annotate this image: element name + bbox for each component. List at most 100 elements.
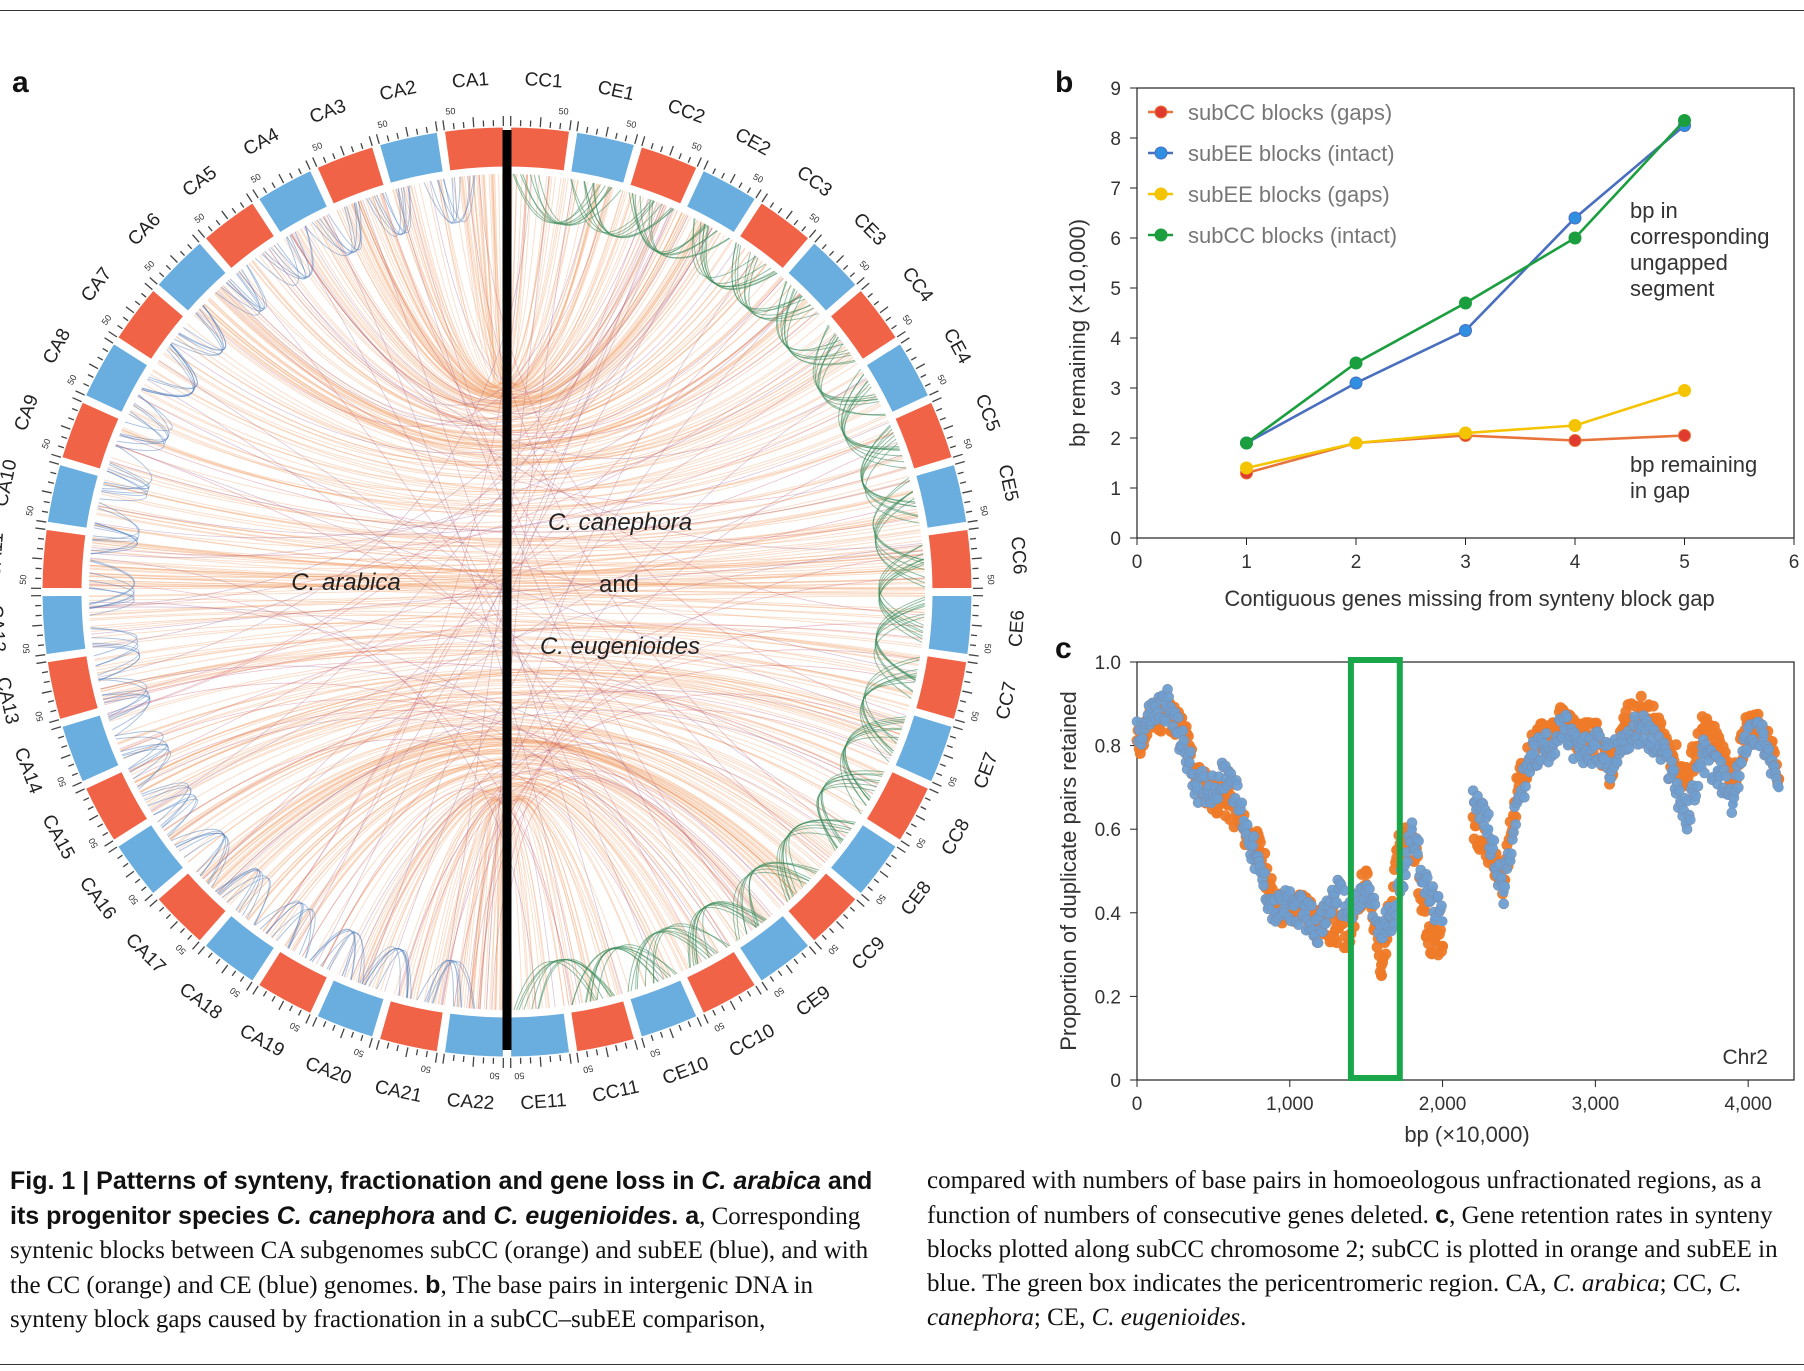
chart-c-point — [1773, 782, 1784, 793]
chart-c-point — [1427, 923, 1439, 935]
chart-c-point — [1350, 890, 1362, 902]
chromosome-tick-label: 50 — [514, 1070, 525, 1081]
chart-c-point — [1727, 799, 1738, 810]
chart-c-point — [1237, 819, 1249, 831]
chart-c-point — [1763, 743, 1775, 755]
chromosome-tick — [108, 330, 118, 338]
chromosome-tick — [442, 120, 445, 131]
chart-c-point — [1681, 824, 1693, 835]
chromosome-tick — [215, 958, 221, 965]
chart-c-point — [1271, 907, 1283, 919]
chart-b-point — [1240, 436, 1253, 450]
chart-c-point — [1367, 910, 1379, 922]
chart-c-point — [1759, 749, 1770, 761]
chart-c-point — [1420, 931, 1432, 943]
chart-c-point — [1588, 717, 1600, 729]
chart-c-point — [1153, 691, 1165, 703]
chart-c-point — [1257, 874, 1268, 886]
chromosome-tick — [245, 193, 253, 203]
chart-c-point — [1199, 766, 1211, 778]
chart-b-series-line — [1245, 124, 1686, 445]
chromosome-tick — [952, 726, 963, 731]
chart-c-point — [1677, 775, 1689, 787]
chromosome-tick — [36, 547, 44, 550]
chart-c-point — [1695, 761, 1707, 772]
chart-c-point — [1232, 780, 1243, 791]
chart-c-point — [1754, 740, 1766, 752]
synteny-link — [782, 820, 855, 898]
synteny-link — [443, 177, 457, 224]
chart-c-point — [1757, 719, 1768, 731]
chromosome-tick — [624, 135, 628, 142]
synteny-link — [284, 763, 757, 947]
chart-c-point — [1274, 888, 1286, 900]
chromosome-tick — [957, 471, 964, 475]
synteny-link — [471, 800, 502, 1010]
chart-c-point — [1168, 701, 1180, 713]
chart-c-point — [1325, 930, 1337, 942]
synteny-link — [198, 276, 783, 444]
chart-c-point — [1189, 762, 1201, 774]
synteny-link — [413, 176, 551, 387]
chart-c-point — [1643, 743, 1655, 755]
chart-c-point — [1488, 835, 1500, 846]
synteny-link — [157, 690, 888, 823]
synteny-link — [212, 740, 801, 890]
synteny-link — [247, 749, 796, 921]
chromosome-tick — [836, 921, 845, 930]
chart-c-point — [1699, 767, 1710, 779]
synteny-link — [286, 215, 689, 410]
chart-c-point — [1284, 907, 1296, 919]
chart-c-point — [1650, 716, 1662, 728]
chart-c-point — [1712, 778, 1723, 790]
chromosome-tick — [814, 234, 823, 243]
chart-c-point — [1562, 709, 1574, 721]
chromosome-tick — [102, 347, 109, 353]
chart-c-point — [1363, 895, 1374, 907]
synteny-link — [423, 175, 475, 224]
synteny-link — [315, 219, 721, 410]
chart-c-point — [1257, 860, 1269, 872]
synteny-link — [819, 334, 886, 416]
chart-c-point — [1226, 794, 1238, 806]
chart-c-point — [1708, 720, 1720, 732]
chromosome-tick — [47, 481, 55, 484]
synteny-link — [439, 175, 541, 385]
chromosome-tick — [793, 958, 799, 965]
chromosome-segment-ca6 — [157, 242, 227, 312]
synteny-link — [114, 646, 916, 737]
chart-c-point — [1656, 745, 1668, 757]
chart-b-legend: subCC blocks (gaps)subEE blocks (intact)… — [1148, 100, 1397, 248]
synteny-link — [96, 635, 913, 696]
chart-c-point — [1576, 734, 1588, 746]
synteny-link — [363, 782, 702, 986]
chart-c-point — [1629, 711, 1640, 722]
chart-c-point — [1245, 839, 1257, 851]
chart-c-point — [1632, 739, 1644, 750]
synteny-link — [462, 176, 610, 388]
chart-c-point — [1321, 905, 1333, 917]
synteny-link — [593, 183, 656, 236]
chart-c-point — [1335, 879, 1347, 891]
synteny-link — [776, 281, 844, 352]
chart-c-point — [1188, 768, 1200, 780]
chart-c-point — [1682, 795, 1694, 807]
chart-c-point — [1719, 746, 1731, 758]
chart-c-point — [1330, 898, 1341, 910]
synteny-link — [364, 191, 628, 395]
chart-c-point — [1771, 773, 1782, 784]
chart-c-point — [1131, 735, 1143, 747]
chart-c-point — [1571, 731, 1583, 742]
chart-c-point — [1406, 832, 1418, 844]
synteny-link — [169, 725, 806, 886]
synteny-link — [523, 959, 612, 1010]
chart-c-point — [1422, 872, 1433, 883]
chromosome-tick — [271, 182, 276, 189]
chart-c-point — [1717, 741, 1729, 753]
chromosome-tick — [462, 121, 465, 129]
chart-c-point — [1654, 740, 1666, 752]
synteny-link — [266, 198, 649, 935]
chromosome-label-cc9: CC9 — [848, 933, 890, 975]
synteny-link — [432, 960, 462, 1008]
chart-c-point — [1231, 775, 1242, 786]
